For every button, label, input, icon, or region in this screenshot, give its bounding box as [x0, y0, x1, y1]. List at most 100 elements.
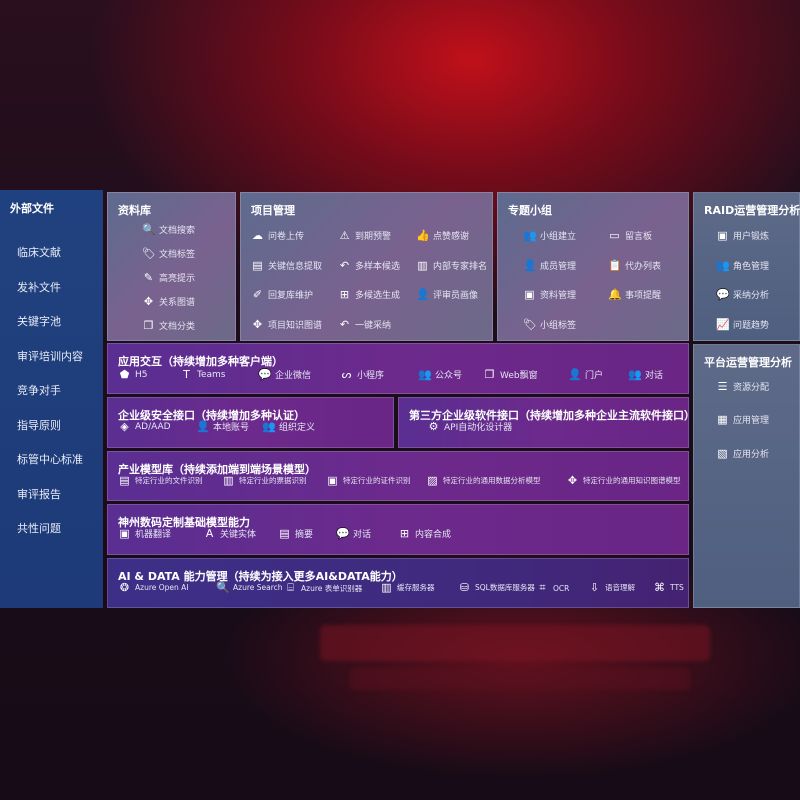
official-account-icon: 👥	[418, 368, 432, 381]
file-icon: ▤	[119, 474, 130, 487]
item-cache-server[interactable]: ▥ 缓存服务器	[380, 581, 434, 594]
item-tts[interactable]: ⌘ TTS	[653, 581, 684, 594]
item-checklist[interactable]: ☰ 资源分配	[716, 380, 769, 393]
openai-icon: ❂	[119, 581, 130, 594]
item-ad[interactable]: ◈ AD/AAD	[118, 420, 170, 433]
item-ocr[interactable]: ⌗ OCR	[536, 581, 569, 595]
adopt-icon: ↶	[339, 318, 350, 331]
item-id-card[interactable]: ▣ 特定行业的证件识别	[326, 474, 410, 487]
item-label: 特定行业的通用数据分析模型	[443, 476, 541, 485]
item-chart[interactable]: ▨ 特定行业的通用数据分析模型	[426, 474, 541, 487]
item-folder[interactable]: ▣ 资料管理	[523, 288, 576, 301]
sidebar-item[interactable]: 发补文件	[17, 280, 61, 294]
item-speech[interactable]: ⇩ 语音理解	[588, 581, 635, 594]
item-member[interactable]: 👤 成员管理	[523, 259, 576, 272]
sidebar-item[interactable]: 审评培训内容	[17, 349, 83, 363]
item-edit[interactable]: ✐ 回复库维护	[251, 288, 313, 301]
item-reply[interactable]: ↶ 多样本候选	[338, 259, 400, 272]
item-file-classify[interactable]: ❐ 文档分类	[142, 319, 195, 332]
item-puzzle[interactable]: ⊞ 多候选生成	[338, 288, 400, 301]
item-cloud-upload[interactable]: ☁ 问卷上传	[251, 229, 304, 242]
sidebar-item[interactable]: 竞争对手	[17, 384, 61, 397]
item-qa[interactable]: 💬 采纳分析	[716, 288, 769, 301]
pen-icon: ✎	[143, 271, 154, 284]
item-html5[interactable]: ⬟ H5	[118, 368, 148, 381]
item-form-recognizer[interactable]: ⌸ Azure 表单识别器	[284, 581, 362, 595]
entity-icon: A	[205, 527, 214, 540]
folder-icon: ▣	[524, 288, 535, 301]
sidebar-item[interactable]: 审评报告	[17, 487, 61, 501]
item-label: 小组建立	[540, 232, 577, 242]
item-local-account[interactable]: 👤 本地账号	[196, 420, 249, 433]
item-label: Azure Open AI	[135, 583, 189, 592]
portal-icon: 👤	[568, 368, 582, 381]
item-wechat-work[interactable]: 💬 企业微信	[258, 368, 311, 381]
item-tag[interactable]: 🏷 文档标签	[142, 247, 195, 260]
item-extract[interactable]: ▤ 关键信息提取	[251, 259, 322, 272]
sidebar-item[interactable]: 指导原则	[17, 418, 61, 432]
sidebar-item[interactable]: 共性问题	[17, 522, 61, 535]
item-label: 文档分类	[159, 322, 196, 332]
sidebar-item[interactable]: 关键字池	[17, 315, 61, 328]
item-openai[interactable]: ❂ Azure Open AI	[118, 581, 189, 594]
item-label: 小程序	[357, 371, 385, 381]
puzzle-icon: ⊞	[339, 288, 350, 301]
item-file[interactable]: ▤ 特定行业的文件识别	[118, 474, 202, 487]
item-label: 关键信息提取	[268, 262, 323, 272]
item-analysis[interactable]: ▧ 应用分析	[716, 447, 769, 460]
item-user[interactable]: 👤 评审员画像	[416, 288, 478, 301]
item-entity[interactable]: A 关键实体	[203, 527, 256, 540]
apps-icon: ▦	[717, 413, 728, 426]
panel-title: 平台运营管理分析	[704, 356, 792, 369]
sidebar-item[interactable]: 临床文献	[17, 246, 61, 259]
item-label: 资料管理	[540, 291, 577, 301]
id-card-icon: ▣	[717, 229, 728, 242]
item-id-card[interactable]: ▣ 用户锻炼	[716, 229, 769, 242]
sidebar-item[interactable]: 标管中心标准	[17, 453, 83, 466]
item-sql[interactable]: ⛁ SQL数据库服务器	[458, 581, 535, 594]
item-label: 问卷上传	[268, 232, 305, 242]
item-label: 回复库维护	[268, 291, 314, 301]
item-bell[interactable]: 🔔 事项提醒	[608, 288, 661, 301]
item-translate[interactable]: ▣ 机器翻译	[118, 527, 171, 540]
item-bbs[interactable]: ▭ 留言板	[608, 229, 652, 242]
item-official-account[interactable]: 👥 公众号	[418, 368, 462, 381]
item-compose[interactable]: ⊞ 内容合成	[398, 527, 451, 540]
item-chat[interactable]: 👥 对话	[628, 368, 663, 381]
item-ranking[interactable]: ▥ 内部专家排名	[416, 259, 487, 272]
local-account-icon: 👤	[196, 420, 210, 433]
item-alarm[interactable]: ⚠ 到期预警	[338, 229, 391, 242]
item-receipt[interactable]: ▥ 特定行业的票据识别	[222, 474, 306, 487]
item-summary[interactable]: ▤ 摘要	[278, 527, 313, 540]
item-clipboard[interactable]: 📋 代办列表	[608, 259, 661, 272]
item-portal[interactable]: 👤 门户	[568, 368, 603, 381]
item-tag[interactable]: 🏷 小组标签	[523, 318, 576, 331]
item-search[interactable]: 🔍 Azure Search	[216, 581, 283, 594]
item-adopt[interactable]: ↶ 一键采纳	[338, 318, 391, 331]
summary-icon: ▤	[279, 527, 290, 540]
item-label: 高亮提示	[159, 274, 196, 284]
item-mini-program[interactable]: ᔕ 小程序	[340, 368, 384, 381]
item-gear[interactable]: ⚙ API自动化设计器	[427, 420, 513, 433]
item-graph[interactable]: ✥ 关系图谱	[142, 295, 195, 308]
item-file-search[interactable]: 🔍 文档搜索	[142, 223, 195, 236]
panel-title: AI & DATA 能力管理（持续为接入更多AI&DATA能力）	[118, 570, 403, 583]
item-teams[interactable]: T Teams	[180, 368, 225, 381]
item-knowledge-graph[interactable]: ✥ 特定行业的通用知识图谱模型	[566, 474, 681, 487]
item-chat[interactable]: 💬 对话	[336, 527, 371, 540]
html5-icon: ⬟	[119, 368, 130, 381]
item-group[interactable]: 👥 小组建立	[523, 229, 576, 242]
item-org[interactable]: 👥 组织定义	[262, 420, 315, 433]
sidebar-title: 外部文件	[10, 202, 54, 215]
item-thumbs-up[interactable]: 👍 点赞感谢	[416, 229, 469, 242]
floor-reflection	[350, 668, 690, 690]
item-label: SQL数据库服务器	[475, 583, 535, 592]
org-icon: 👥	[262, 420, 276, 433]
item-knowledge-graph[interactable]: ✥ 项目知识图谱	[251, 318, 322, 331]
item-roles[interactable]: 👥 角色管理	[716, 259, 769, 272]
item-apps[interactable]: ▦ 应用管理	[716, 413, 769, 426]
item-label: 多样本候选	[355, 262, 401, 272]
item-web-window[interactable]: ❐ Web飘窗	[483, 368, 538, 381]
item-trend[interactable]: 📈 问题趋势	[716, 318, 769, 331]
item-pen[interactable]: ✎ 高亮提示	[142, 271, 195, 284]
